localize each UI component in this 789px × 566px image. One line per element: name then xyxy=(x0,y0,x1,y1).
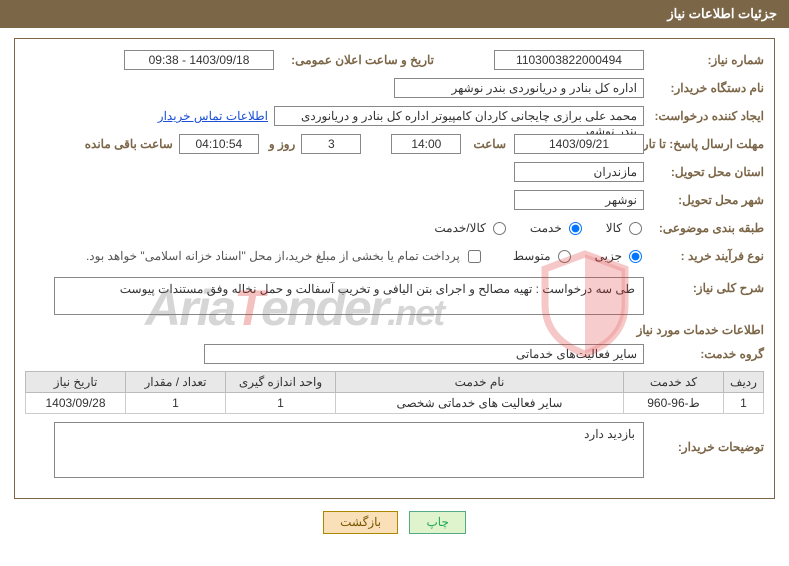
need-no-label: شماره نیاز: xyxy=(644,53,764,67)
radio-both[interactable] xyxy=(493,222,506,235)
city-label: شهر محل تحویل: xyxy=(644,193,764,207)
treasury-checkbox[interactable] xyxy=(468,250,481,263)
contact-buyer-link[interactable]: اطلاعات تماس خریدار xyxy=(158,109,268,123)
th-date: تاریخ نیاز xyxy=(26,372,126,393)
radio-both-label: کالا/خدمت xyxy=(434,221,485,235)
category-radio-goods-group: کالا xyxy=(584,221,644,235)
time-label: ساعت xyxy=(469,137,506,151)
overall-label: شرح کلی نیاز: xyxy=(644,277,764,295)
remain-label: ساعت باقی مانده xyxy=(81,137,173,151)
announce-label: تاریخ و ساعت اعلان عمومی: xyxy=(274,53,434,67)
treasury-checkbox-group: پرداخت تمام یا بخشی از مبلغ خرید،از محل … xyxy=(86,249,481,263)
deadline-time-field: 14:00 xyxy=(391,134,461,154)
row-buyer-org: نام دستگاه خریدار: اداره کل بنادر و دریا… xyxy=(25,77,764,99)
page-title: جزئیات اطلاعات نیاز xyxy=(667,6,777,21)
services-table: ردیف کد خدمت نام خدمت واحد اندازه گیری ت… xyxy=(25,371,764,414)
service-group-field: سایر فعالیت‌های خدماتی xyxy=(204,344,644,364)
province-field: مازندران xyxy=(514,162,644,182)
category-radio-both-group: کالا/خدمت xyxy=(412,221,507,235)
services-section-title: اطلاعات خدمات مورد نیاز xyxy=(25,323,764,337)
row-proc-type: نوع فرآیند خرید : جزیی متوسط پرداخت تمام… xyxy=(25,245,764,267)
radio-goods[interactable] xyxy=(629,222,642,235)
td-code: ط-96-960 xyxy=(624,393,724,414)
days-remaining-field: 3 xyxy=(301,134,361,154)
row-city: شهر محل تحویل: نوشهر xyxy=(25,189,764,211)
announce-field: 1403/09/18 - 09:38 xyxy=(124,50,274,70)
td-qty: 1 xyxy=(126,393,226,414)
row-need-no: شماره نیاز: 1103003822000494 تاریخ و ساع… xyxy=(25,49,764,71)
back-button[interactable]: بازگشت xyxy=(323,511,398,534)
row-requester: ایجاد کننده درخواست: محمد علی برازی چایج… xyxy=(25,105,764,127)
requester-field: محمد علی برازی چایجانی کاردان کامپیوتر ا… xyxy=(274,106,644,126)
th-qty: تعداد / مقدار xyxy=(126,372,226,393)
buyer-org-field: اداره کل بنادر و دریانوردی بندر نوشهر xyxy=(394,78,644,98)
days-and-label: روز و xyxy=(265,137,296,151)
radio-service[interactable] xyxy=(569,222,582,235)
td-unit: 1 xyxy=(226,393,336,414)
th-row: ردیف xyxy=(724,372,764,393)
page-header: جزئیات اطلاعات نیاز xyxy=(0,0,789,28)
requester-label: ایجاد کننده درخواست: xyxy=(644,109,764,123)
row-overall: شرح کلی نیاز: طی سه درخواست : تهیه مصالح… xyxy=(25,277,764,315)
need-no-field: 1103003822000494 xyxy=(494,50,644,70)
overall-text: طی سه درخواست : تهیه مصالح و اجرای بتن ا… xyxy=(54,277,644,315)
th-name: نام خدمت xyxy=(336,372,624,393)
province-label: استان محل تحویل: xyxy=(644,165,764,179)
td-row: 1 xyxy=(724,393,764,414)
button-row: چاپ بازگشت xyxy=(0,511,789,534)
radio-minor[interactable] xyxy=(629,250,642,263)
td-name: سایر فعالیت های خدماتی شخصی xyxy=(336,393,624,414)
radio-goods-label: کالا xyxy=(606,221,622,235)
remarks-label: توضیحات خریدار: xyxy=(644,422,764,454)
deadline-date-field: 1403/09/21 xyxy=(514,134,644,154)
table-row: 1 ط-96-960 سایر فعالیت های خدماتی شخصی 1… xyxy=(26,393,764,414)
td-date: 1403/09/28 xyxy=(26,393,126,414)
radio-service-label: خدمت xyxy=(530,221,562,235)
row-deadline: مهلت ارسال پاسخ: تا تاریخ: 1403/09/21 سا… xyxy=(25,133,764,155)
buyer-org-label: نام دستگاه خریدار: xyxy=(644,81,764,95)
details-panel: AriaTender.net شماره نیاز: 1103003822000… xyxy=(14,38,775,499)
row-province: استان محل تحویل: مازندران xyxy=(25,161,764,183)
th-unit: واحد اندازه گیری xyxy=(226,372,336,393)
category-radio-service-group: خدمت xyxy=(508,221,584,235)
service-group-label: گروه خدمت: xyxy=(644,347,764,361)
table-header-row: ردیف کد خدمت نام خدمت واحد اندازه گیری ت… xyxy=(26,372,764,393)
remarks-text: بازدید دارد xyxy=(54,422,644,478)
th-code: کد خدمت xyxy=(624,372,724,393)
proc-radio-medium-group: متوسط xyxy=(491,249,573,263)
proc-type-label: نوع فرآیند خرید : xyxy=(644,249,764,263)
radio-medium[interactable] xyxy=(558,250,571,263)
treasury-note: پرداخت تمام یا بخشی از مبلغ خرید،از محل … xyxy=(86,249,460,263)
city-field: نوشهر xyxy=(514,190,644,210)
row-category: طبقه بندی موضوعی: کالا خدمت کالا/خدمت xyxy=(25,217,764,239)
radio-medium-label: متوسط xyxy=(513,249,551,263)
radio-minor-label: جزیی xyxy=(595,249,622,263)
time-remaining-field: 04:10:54 xyxy=(179,134,259,154)
proc-radio-minor-group: جزیی xyxy=(573,249,644,263)
deadline-label: مهلت ارسال پاسخ: تا تاریخ: xyxy=(644,138,764,151)
row-service-group: گروه خدمت: سایر فعالیت‌های خدماتی xyxy=(25,343,764,365)
category-label: طبقه بندی موضوعی: xyxy=(644,221,764,235)
print-button[interactable]: چاپ xyxy=(409,511,465,534)
row-remarks: توضیحات خریدار: بازدید دارد xyxy=(25,422,764,478)
